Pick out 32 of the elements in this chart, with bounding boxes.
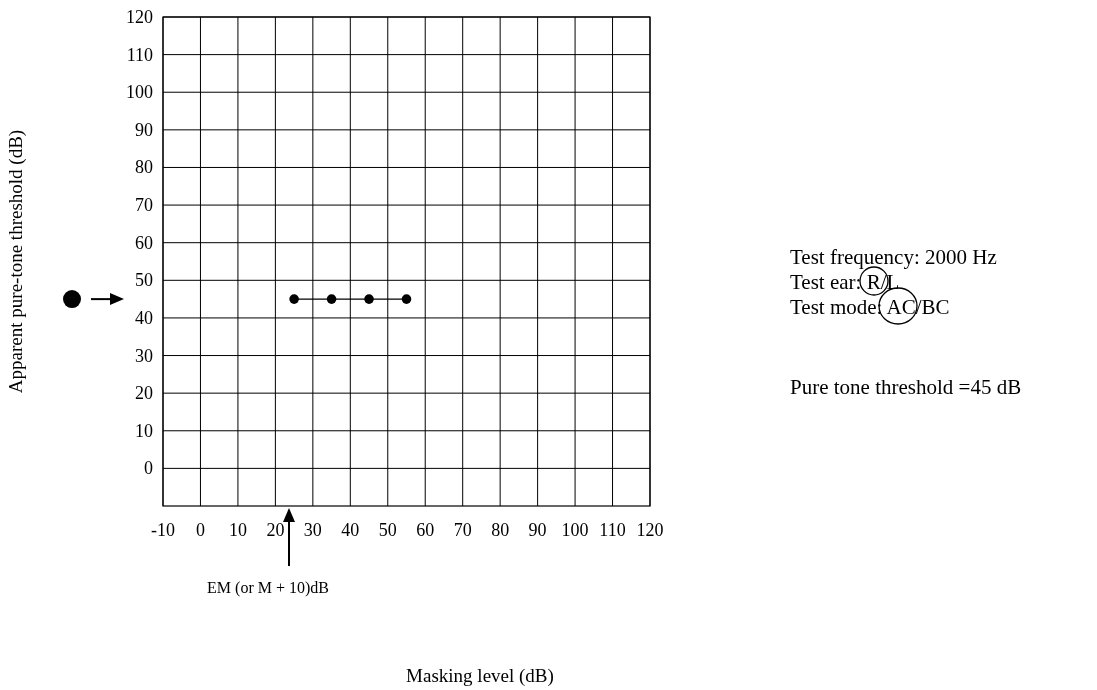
y-tick-label: 0 — [144, 458, 153, 479]
y-tick-label: 30 — [135, 345, 153, 366]
x-tick-label: -10 — [151, 520, 175, 540]
x-tick-label: 30 — [303, 520, 322, 540]
y-tick-label: 90 — [135, 119, 153, 140]
x-tick-label: 20 — [266, 520, 285, 540]
x-tick-label: 40 — [341, 520, 360, 540]
x-tick-label: 90 — [528, 520, 547, 540]
y-tick-label: 50 — [135, 270, 153, 291]
text: Test frequency: 2000 Hz — [790, 245, 997, 269]
x-tick-label: 50 — [378, 520, 397, 540]
y-tick-label: 70 — [135, 195, 153, 216]
y-tick-label: 20 — [135, 383, 153, 404]
x-tick-label: 70 — [453, 520, 472, 540]
x-tick-label: 10 — [228, 520, 247, 540]
text: EM (or M + 10)dB — [207, 579, 329, 597]
y-tick-label: 110 — [126, 44, 153, 65]
x-tick-label: 60 — [416, 520, 435, 540]
x-tick-label: 80 — [491, 520, 510, 540]
text: Apparent pure-tone threshold (dB) — [5, 129, 27, 394]
text: Pure tone threshold =45 dB — [790, 375, 1022, 399]
x-tick-label: 0 — [195, 520, 205, 540]
y-tick-label: 100 — [126, 82, 153, 103]
x-tick-label: 120 — [636, 520, 664, 540]
y-tick-label: 80 — [135, 157, 153, 178]
y-tick-label: 10 — [135, 420, 153, 441]
y-tick-label: 120 — [126, 7, 153, 27]
x-tick-label: 100 — [561, 520, 589, 540]
y-tick-label: 60 — [135, 232, 153, 253]
y-tick-label: 40 — [135, 307, 153, 328]
x-tick-label: 110 — [599, 520, 626, 540]
text: Masking level (dB) — [406, 665, 554, 687]
